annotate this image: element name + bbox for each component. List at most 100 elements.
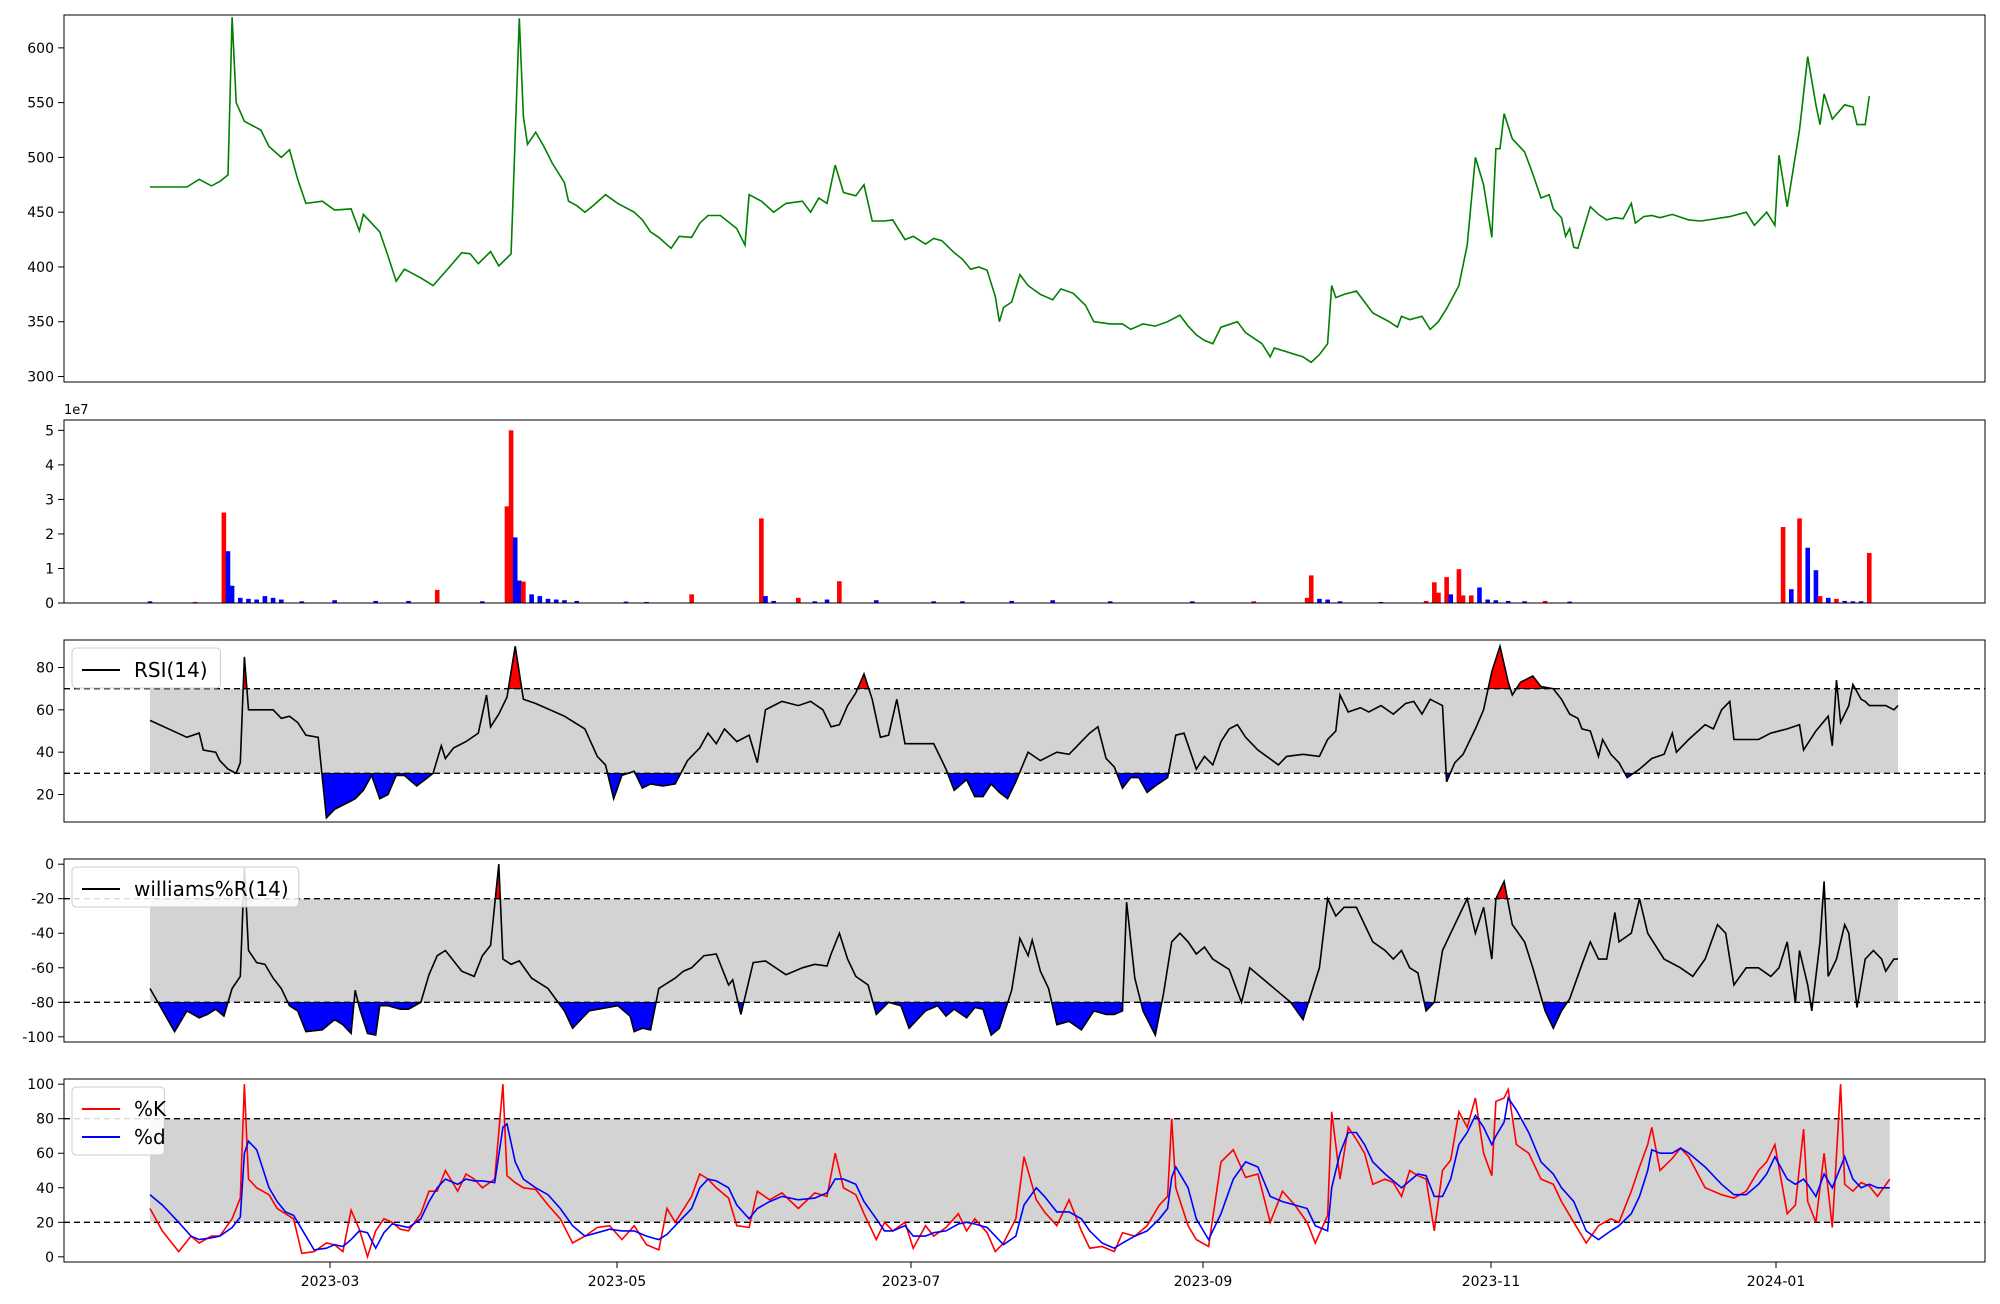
y-tick-label: 3 xyxy=(45,492,54,508)
volume-bar xyxy=(812,601,818,603)
axes-frame xyxy=(63,419,1986,604)
volume-bar xyxy=(521,581,526,603)
x-tick-label: 2023-05 xyxy=(588,1274,647,1290)
volume-bar xyxy=(1436,592,1441,603)
volume-bar xyxy=(1468,595,1474,603)
legend-label: williams%R(14) xyxy=(134,877,289,901)
volume-bar xyxy=(873,600,879,603)
volume-bar xyxy=(1493,600,1499,603)
volume-bar xyxy=(960,601,965,603)
volume-bar xyxy=(1850,601,1856,603)
y-tick-label: -100 xyxy=(22,1030,54,1046)
y-tick-label: 2 xyxy=(45,527,54,543)
volume-bar xyxy=(254,599,259,603)
volume-bar xyxy=(1485,599,1490,603)
volume-bar xyxy=(270,597,276,603)
volume-bar xyxy=(225,551,231,603)
volume-bar xyxy=(1432,582,1437,603)
y-tick-label: 20 xyxy=(36,787,54,803)
series-line-0 xyxy=(149,643,1899,820)
x-tick-label: 2023-09 xyxy=(1174,1274,1233,1290)
y-tick-label: 600 xyxy=(27,41,54,57)
volume-bar xyxy=(262,596,268,603)
volume-bar xyxy=(931,601,937,603)
volume-bar xyxy=(1842,600,1847,603)
x-tick-label: 2023-03 xyxy=(301,1274,360,1290)
volume-bar xyxy=(1505,600,1511,603)
volume-bar xyxy=(623,601,629,603)
oversold-fill xyxy=(1051,1002,1124,1031)
volume-bar xyxy=(406,600,411,603)
legend-box xyxy=(71,647,221,689)
neutral-band xyxy=(150,688,1898,774)
volume-bar xyxy=(332,600,337,603)
volume-bar xyxy=(299,601,305,603)
volume-bar xyxy=(574,600,580,603)
volume-bar xyxy=(1337,601,1343,603)
volume-bar xyxy=(771,600,776,603)
volume-bar xyxy=(759,518,764,603)
oversold-fill xyxy=(157,1002,229,1033)
volume-bar xyxy=(763,596,768,603)
y-tick-label: 500 xyxy=(27,150,54,166)
volume-bar xyxy=(1797,518,1802,603)
volume-bar xyxy=(1866,552,1872,603)
volume-bar xyxy=(1378,601,1384,603)
x-tick-label: 2023-11 xyxy=(1462,1274,1521,1290)
legend-box xyxy=(71,866,300,908)
volume-bar xyxy=(529,594,534,603)
volume-bar xyxy=(1789,589,1794,603)
volume-bar xyxy=(246,598,251,603)
volume-bar xyxy=(1251,601,1257,603)
y-tick-label: 100 xyxy=(27,1077,54,1093)
volume-bar xyxy=(147,601,153,603)
volume-bar xyxy=(1456,569,1462,603)
volume-bar xyxy=(504,506,510,603)
y-tick-label: 450 xyxy=(27,205,54,221)
volume-bar xyxy=(1858,601,1864,603)
volume-bar xyxy=(837,581,842,603)
volume-bar xyxy=(229,585,235,603)
volume-bar xyxy=(824,599,830,603)
volume-bar xyxy=(1189,601,1195,603)
volume-bar xyxy=(1780,527,1786,603)
volume-bar xyxy=(1542,600,1548,603)
volume-bar xyxy=(1805,547,1811,603)
volume-bar xyxy=(434,589,440,603)
axes-frame xyxy=(63,639,1986,823)
x-tick-label: 2024-01 xyxy=(1747,1274,1806,1290)
y-tick-label: 20 xyxy=(36,1215,54,1231)
x-tick-label: 2023-07 xyxy=(882,1274,941,1290)
volume-bar xyxy=(221,512,227,603)
series-line-1 xyxy=(149,1095,1890,1251)
y-tick-label: 60 xyxy=(36,703,54,719)
y-tick-label: 80 xyxy=(36,661,54,677)
axes-frame xyxy=(63,858,1986,1043)
volume-bar xyxy=(545,598,551,603)
volume-bar xyxy=(1317,598,1322,603)
volume-bar xyxy=(1460,595,1466,603)
volume-bar xyxy=(1477,587,1482,603)
y-tick-label: 4 xyxy=(45,458,54,474)
y-tick-label: 5 xyxy=(45,423,54,439)
price-line xyxy=(150,17,1871,364)
volume-bar xyxy=(1817,596,1823,603)
volume-bar xyxy=(1834,598,1839,603)
y-tick-label: 400 xyxy=(27,260,54,276)
volume-bar xyxy=(796,597,801,603)
volume-bar xyxy=(508,430,514,603)
volume-bar xyxy=(553,599,559,603)
volume-bar xyxy=(1423,600,1429,603)
volume-bar xyxy=(480,601,485,603)
y-tick-label: 300 xyxy=(27,370,54,386)
legend-label: RSI(14) xyxy=(134,658,208,682)
y-tick-label: 60 xyxy=(36,1146,54,1162)
volume-bar xyxy=(1825,597,1831,603)
legend-label: %d xyxy=(134,1125,166,1149)
series-line-0 xyxy=(149,1084,1891,1260)
neutral-band xyxy=(150,898,1898,1003)
y-tick-label: 40 xyxy=(36,1181,54,1197)
y-tick-label: 80 xyxy=(36,1112,54,1128)
